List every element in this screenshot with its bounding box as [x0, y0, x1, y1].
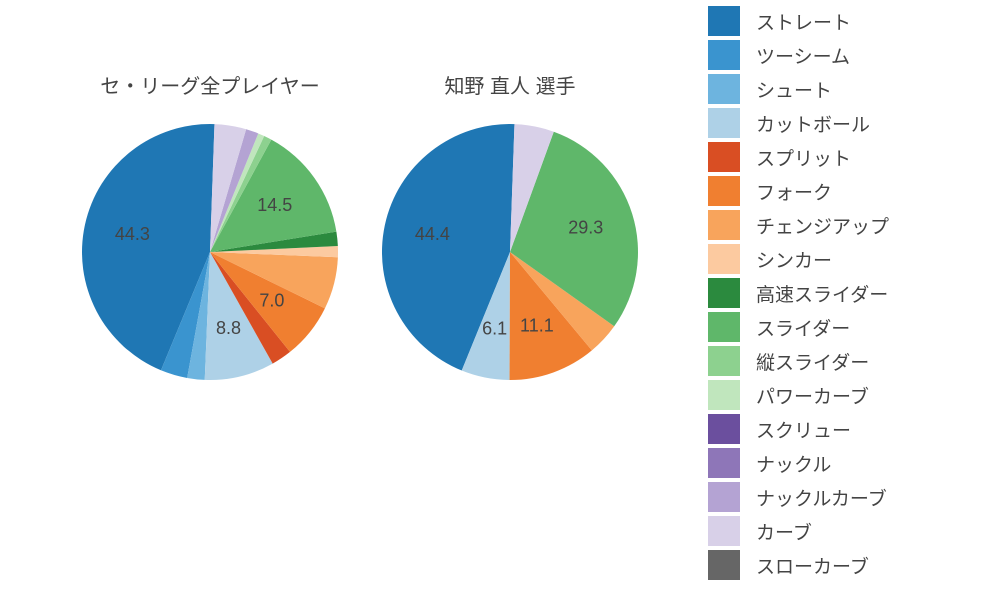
figure: セ・リーグ全プレイヤー 44.3 8.8 7.0 14.5 知野 直人 選手 44.4 6.1…	[0, 0, 1000, 600]
legend-swatch	[708, 380, 740, 410]
legend-label: スプリット	[756, 144, 851, 171]
legend-item: チェンジアップ	[700, 208, 1000, 242]
legend-swatch	[708, 244, 740, 274]
legend-item: スローカーブ	[700, 548, 1000, 582]
legend-label: カーブ	[756, 518, 812, 545]
legend-swatch	[708, 516, 740, 546]
legend-item: カットボール	[700, 106, 1000, 140]
legend-swatch	[708, 414, 740, 444]
legend-swatch	[708, 142, 740, 172]
legend-label: シンカー	[756, 246, 832, 273]
legend-swatch	[708, 6, 740, 36]
legend-item: ナックルカーブ	[700, 480, 1000, 514]
legend-item: パワーカーブ	[700, 378, 1000, 412]
legend-item: カーブ	[700, 514, 1000, 548]
legend-label: ストレート	[756, 8, 851, 35]
pie-chart: 44.3 8.8 7.0 14.5	[80, 122, 340, 382]
legend-label: スクリュー	[756, 416, 851, 443]
slice-label: 44.3	[115, 224, 150, 244]
chart-area: セ・リーグ全プレイヤー 44.3 8.8 7.0 14.5 知野 直人 選手 44.4 6.1…	[0, 0, 700, 600]
legend-label: フォーク	[756, 178, 832, 205]
legend-swatch	[708, 346, 740, 376]
legend-item: スライダー	[700, 310, 1000, 344]
legend-swatch	[708, 448, 740, 478]
legend-label: 高速スライダー	[756, 280, 888, 307]
legend-swatch	[708, 40, 740, 70]
legend-item: フォーク	[700, 174, 1000, 208]
legend-label: ナックルカーブ	[756, 484, 887, 511]
legend-swatch	[708, 210, 740, 240]
slice-label: 14.5	[257, 195, 292, 215]
pie-chart: 44.4 6.1 11.1 29.3	[380, 122, 640, 382]
legend-swatch	[708, 108, 740, 138]
legend-label: チェンジアップ	[756, 212, 889, 239]
legend-label: 縦スライダー	[756, 348, 869, 375]
legend-swatch	[708, 176, 740, 206]
legend-item: ツーシーム	[700, 38, 1000, 72]
legend-item: ナックル	[700, 446, 1000, 480]
legend-swatch	[708, 278, 740, 308]
legend-label: パワーカーブ	[756, 382, 869, 409]
slice-label: 44.4	[415, 224, 450, 244]
legend-item: 縦スライダー	[700, 344, 1000, 378]
slice-label: 6.1	[482, 319, 507, 339]
legend-label: カットボール	[756, 110, 870, 137]
legend-label: スライダー	[756, 314, 850, 341]
legend-item: スプリット	[700, 140, 1000, 174]
legend-item: ストレート	[700, 4, 1000, 38]
legend-label: スローカーブ	[756, 552, 869, 579]
legend-swatch	[708, 482, 740, 512]
legend-swatch	[708, 312, 740, 342]
slice-label: 7.0	[259, 290, 284, 310]
slice-label: 8.8	[216, 318, 241, 338]
legend-swatch	[708, 74, 740, 104]
slice-label: 11.1	[520, 315, 554, 335]
legend-label: シュート	[756, 76, 832, 103]
legend-item: シンカー	[700, 242, 1000, 276]
legend: ストレートツーシームシュートカットボールスプリットフォークチェンジアップシンカー…	[700, 0, 1000, 582]
slice-label: 29.3	[568, 217, 603, 237]
legend-item: スクリュー	[700, 412, 1000, 446]
legend-item: シュート	[700, 72, 1000, 106]
legend-label: ナックル	[756, 450, 831, 477]
chart-title: セ・リーグ全プレイヤー	[80, 70, 340, 99]
legend-swatch	[708, 550, 740, 580]
legend-item: 高速スライダー	[700, 276, 1000, 310]
chart-title: 知野 直人 選手	[380, 70, 640, 99]
legend-label: ツーシーム	[756, 42, 850, 69]
